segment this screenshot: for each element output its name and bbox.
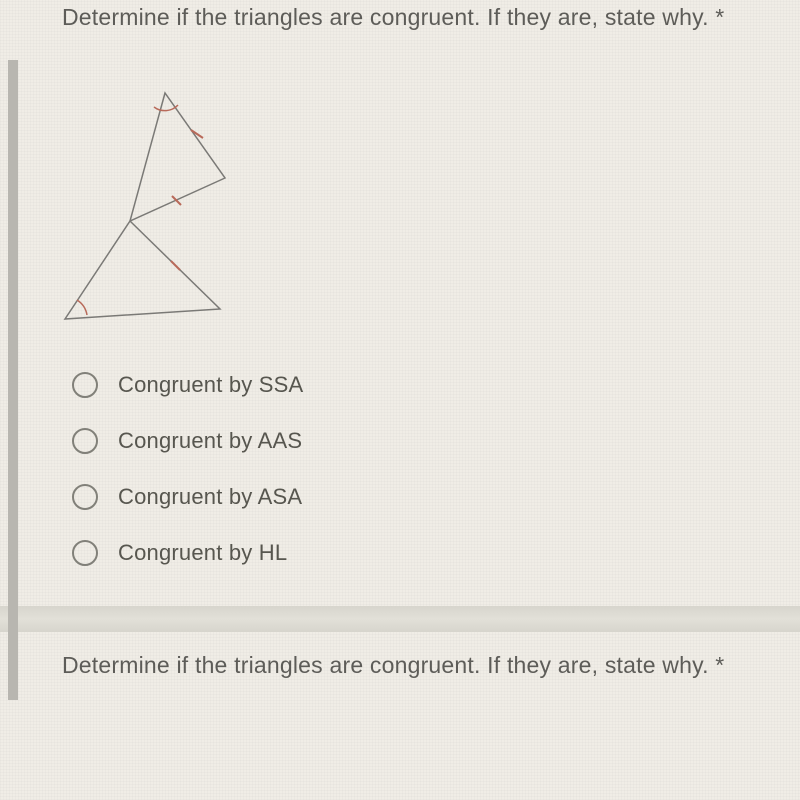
option-hl[interactable]: Congruent by HL	[72, 540, 800, 566]
angle-arc-bottom	[77, 300, 87, 315]
lower-triangle	[65, 221, 220, 319]
option-aas[interactable]: Congruent by AAS	[72, 428, 800, 454]
accent-bar	[8, 60, 18, 700]
option-asa[interactable]: Congruent by ASA	[72, 484, 800, 510]
tick-mark	[191, 130, 203, 138]
option-label: Congruent by AAS	[118, 428, 302, 454]
answer-options: Congruent by SSA Congruent by AAS Congru…	[0, 346, 800, 566]
next-question-text: Determine if the triangles are congruent…	[0, 632, 800, 679]
option-label: Congruent by HL	[118, 540, 287, 566]
triangle-diagram	[0, 31, 800, 346]
tick-mark	[171, 261, 180, 270]
quiz-page: Determine if the triangles are congruent…	[0, 0, 800, 679]
section-divider	[0, 606, 800, 632]
two-triangles-figure	[50, 81, 290, 341]
radio-icon[interactable]	[72, 484, 98, 510]
radio-icon[interactable]	[72, 428, 98, 454]
option-ssa[interactable]: Congruent by SSA	[72, 372, 800, 398]
option-label: Congruent by ASA	[118, 484, 302, 510]
tick-mark	[172, 196, 181, 205]
question-text: Determine if the triangles are congruent…	[0, 0, 800, 31]
option-label: Congruent by SSA	[118, 372, 303, 398]
radio-icon[interactable]	[72, 372, 98, 398]
radio-icon[interactable]	[72, 540, 98, 566]
